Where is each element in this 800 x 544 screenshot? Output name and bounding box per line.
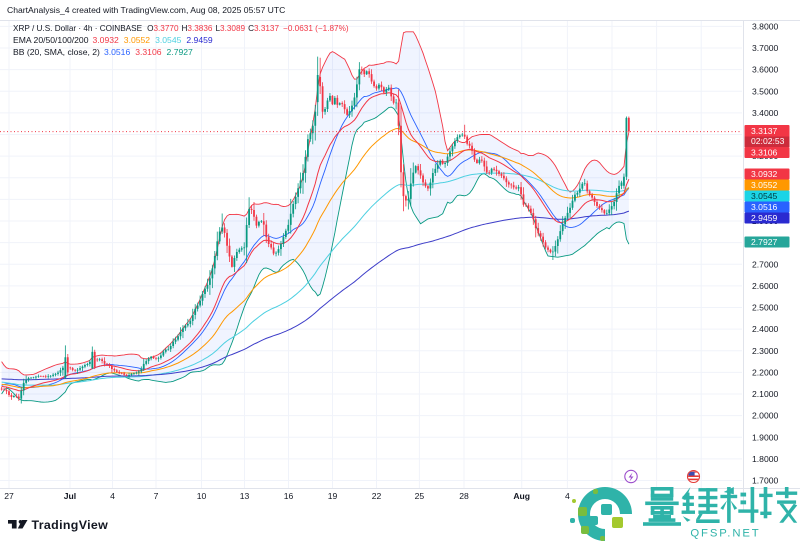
svg-text:2.7000: 2.7000	[752, 259, 779, 269]
svg-text:4: 4	[110, 491, 115, 501]
svg-text:2.5000: 2.5000	[752, 303, 779, 313]
svg-text:XRP / U.S. Dollar · 4h · COINB: XRP / U.S. Dollar · 4h · COINBASE O3.3770…	[13, 24, 349, 33]
svg-text:3.0545: 3.0545	[751, 191, 778, 201]
svg-text:25: 25	[415, 491, 425, 501]
svg-text:13: 13	[240, 491, 250, 501]
svg-text:3.7000: 3.7000	[752, 43, 779, 53]
svg-text:2.2000: 2.2000	[752, 367, 779, 377]
svg-text:1.7000: 1.7000	[752, 476, 779, 486]
svg-text:3.6000: 3.6000	[752, 65, 779, 75]
svg-text:3.0516: 3.0516	[751, 202, 778, 212]
svg-text:3.0932: 3.0932	[751, 169, 778, 179]
svg-text:2.3000: 2.3000	[752, 346, 779, 356]
svg-text:2.9459: 2.9459	[751, 213, 778, 223]
svg-text:2.6000: 2.6000	[752, 281, 779, 291]
svg-text:QFSP.NET: QFSP.NET	[690, 528, 760, 540]
svg-text:27: 27	[4, 491, 14, 501]
svg-text:Aug: Aug	[513, 491, 530, 501]
svg-text:3.4000: 3.4000	[752, 108, 779, 118]
svg-text:2.0000: 2.0000	[752, 411, 779, 421]
svg-text:19: 19	[328, 491, 338, 501]
svg-text:1.8000: 1.8000	[752, 454, 779, 464]
svg-text:Jul: Jul	[64, 491, 76, 501]
svg-text:10: 10	[197, 491, 207, 501]
svg-text:ChartAnalysis_4 created with T: ChartAnalysis_4 created with TradingView…	[7, 5, 285, 15]
svg-text:28: 28	[459, 491, 469, 501]
svg-text:3.3106: 3.3106	[751, 148, 778, 158]
svg-text:4: 4	[565, 491, 570, 501]
svg-text:7: 7	[154, 491, 159, 501]
svg-text:3.5000: 3.5000	[752, 86, 779, 96]
svg-text:TradingView: TradingView	[32, 518, 109, 532]
svg-text:3.8000: 3.8000	[752, 21, 779, 31]
svg-text:22: 22	[372, 491, 382, 501]
svg-text:1.9000: 1.9000	[752, 432, 779, 442]
svg-text:02:02:53: 02:02:53	[751, 136, 785, 146]
svg-text:3.3137: 3.3137	[751, 126, 778, 136]
svg-text:3.0552: 3.0552	[751, 180, 778, 190]
svg-text:2.4000: 2.4000	[752, 324, 779, 334]
svg-text:2.1000: 2.1000	[752, 389, 779, 399]
svg-text:16: 16	[284, 491, 294, 501]
svg-text:2.7927: 2.7927	[751, 237, 778, 247]
